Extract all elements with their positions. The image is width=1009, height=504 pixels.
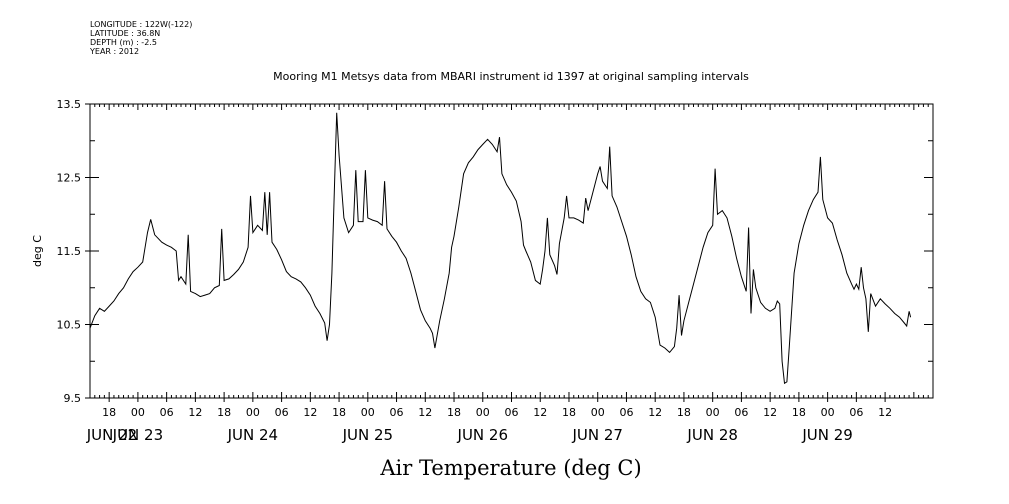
x-day-label: JUN 28 bbox=[686, 426, 737, 444]
x-day-label: JUN 23 bbox=[112, 426, 163, 444]
x-day-label: JUN 22 bbox=[86, 426, 137, 444]
x-hour-label: 06 bbox=[734, 406, 748, 419]
y-tick-label: 9.5 bbox=[64, 392, 82, 405]
x-hour-label: 00 bbox=[591, 406, 605, 419]
x-hour-label: 18 bbox=[792, 406, 806, 419]
year-label: YEAR : 2012 bbox=[90, 47, 140, 56]
y-tick-label: 11.5 bbox=[57, 245, 82, 258]
x-hour-label: 00 bbox=[246, 406, 260, 419]
y-tick-label: 10.5 bbox=[57, 319, 82, 332]
x-hour-label: 00 bbox=[821, 406, 835, 419]
x-day-label: JUN 25 bbox=[342, 426, 393, 444]
x-hour-label: 12 bbox=[763, 406, 777, 419]
plot-frame bbox=[89, 103, 934, 399]
x-hour-label: 06 bbox=[849, 406, 863, 419]
chart-title: Mooring M1 Metsys data from MBARI instru… bbox=[273, 70, 749, 83]
x-hour-label: 00 bbox=[361, 406, 375, 419]
x-hour-label: 18 bbox=[677, 406, 691, 419]
x-hour-label: 06 bbox=[619, 406, 633, 419]
y-tick-label: 13.5 bbox=[57, 98, 82, 111]
longitude-label: LONGITUDE : 122W(-122) bbox=[90, 20, 193, 29]
x-hour-label: 12 bbox=[648, 406, 662, 419]
x-hour-label: 18 bbox=[102, 406, 116, 419]
x-hour-label: 18 bbox=[217, 406, 231, 419]
x-hour-label: 06 bbox=[390, 406, 404, 419]
latitude-label: LATITUDE : 36.8N bbox=[90, 29, 161, 38]
x-hour-label: 18 bbox=[562, 406, 576, 419]
y-axis-label: deg C bbox=[31, 235, 44, 267]
x-axis: 18 00 06 12 18 00 06 12 18 00 06 12 18 00 06 12 18 00 06 12… bbox=[86, 104, 934, 444]
x-hour-label: 18 bbox=[447, 406, 461, 419]
x-hour-label: 12 bbox=[878, 406, 892, 419]
x-hour-label: 00 bbox=[131, 406, 145, 419]
x-hour-label: 18 bbox=[332, 406, 346, 419]
x-day-label: JUN 26 bbox=[457, 426, 508, 444]
x-hour-label: 06 bbox=[275, 406, 289, 419]
x-hour-label: 12 bbox=[418, 406, 432, 419]
x-day-label: JUN 29 bbox=[801, 426, 852, 444]
x-hour-label: 06 bbox=[160, 406, 174, 419]
y-tick-label: 12.5 bbox=[57, 172, 82, 185]
x-day-label: JUN 24 bbox=[227, 426, 278, 444]
x-hour-label: 06 bbox=[505, 406, 519, 419]
x-hour-label: 00 bbox=[476, 406, 490, 419]
x-hour-label: 12 bbox=[533, 406, 547, 419]
x-axis-label: Air Temperature (deg C) bbox=[379, 456, 641, 480]
x-hour-label: 12 bbox=[303, 406, 317, 419]
air-temperature-line bbox=[89, 112, 912, 385]
depth-label: DEPTH (m) : -2.5 bbox=[90, 38, 157, 47]
x-hour-label: 00 bbox=[706, 406, 720, 419]
y-axis: 9.5 10.5 11.5 12.5 13.5 bbox=[57, 98, 933, 405]
x-day-label: JUN 27 bbox=[571, 426, 622, 444]
metadata-block: LONGITUDE : 122W(-122) LATITUDE : 36.8N … bbox=[90, 20, 192, 56]
x-hour-label: 12 bbox=[188, 406, 202, 419]
